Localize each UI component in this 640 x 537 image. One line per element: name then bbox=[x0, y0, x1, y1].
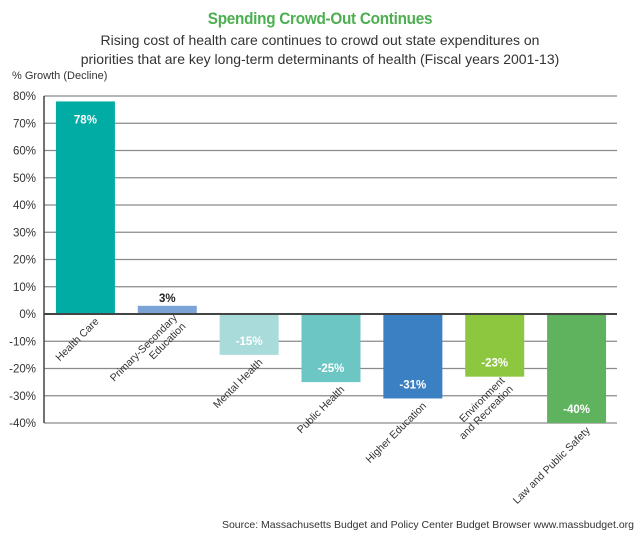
category-label: Public Health bbox=[295, 384, 347, 436]
data-label: -31% bbox=[399, 379, 426, 391]
y-tick-label: -10% bbox=[9, 336, 36, 348]
category-label-line: Public Health bbox=[295, 384, 347, 436]
category-label: Health Care bbox=[53, 316, 101, 364]
category-label: Higher Education bbox=[364, 400, 430, 466]
y-tick-label: 70% bbox=[13, 118, 36, 130]
data-label: -25% bbox=[318, 363, 345, 375]
category-label: Primary-SecondaryEducation bbox=[108, 312, 189, 393]
subtitle-line-2: priorities that are key long-term determ… bbox=[80, 51, 560, 67]
y-tick-label: 20% bbox=[13, 255, 36, 267]
data-label: -15% bbox=[236, 336, 263, 348]
y-tick-label: 40% bbox=[13, 200, 36, 212]
y-tick-label: -30% bbox=[9, 391, 36, 403]
data-label: -23% bbox=[481, 358, 508, 370]
data-label: 3% bbox=[159, 293, 176, 305]
category-label: Mental Health bbox=[211, 356, 265, 410]
category-label: Law and Public Safety bbox=[511, 424, 593, 506]
y-axis-label: % Growth (Decline) bbox=[12, 70, 108, 82]
bar bbox=[301, 314, 361, 383]
chart-subtitle: Rising cost of health care continues to … bbox=[0, 31, 640, 69]
y-tick-label: 0% bbox=[19, 309, 36, 321]
category-label-line: Mental Health bbox=[211, 356, 265, 410]
y-tick-label: 80% bbox=[13, 91, 36, 103]
y-tick-label: -20% bbox=[9, 364, 36, 376]
data-label: -40% bbox=[563, 404, 590, 416]
chart-title: Spending Crowd-Out Continues bbox=[207, 9, 433, 28]
y-tick-label: 10% bbox=[13, 282, 36, 294]
bar bbox=[55, 101, 115, 314]
y-tick-label: 30% bbox=[13, 227, 36, 239]
bar bbox=[219, 314, 279, 355]
bar bbox=[547, 314, 607, 423]
y-tick-label: 50% bbox=[13, 173, 36, 185]
y-tick-label: -40% bbox=[9, 418, 36, 430]
source-note: Source: Massachusetts Budget and Policy … bbox=[221, 519, 634, 531]
category-label-line: Law and Public Safety bbox=[511, 424, 593, 506]
subtitle-line-1: Rising cost of health care continues to … bbox=[100, 32, 540, 48]
data-label: 78% bbox=[74, 114, 97, 126]
bar bbox=[465, 314, 525, 377]
category-label-line: Higher Education bbox=[364, 400, 430, 466]
bar bbox=[137, 305, 197, 314]
category-label: Environmentand Recreation bbox=[448, 375, 515, 442]
category-label-line: Health Care bbox=[53, 316, 101, 364]
bar bbox=[383, 314, 443, 399]
y-tick-label: 60% bbox=[13, 146, 36, 158]
